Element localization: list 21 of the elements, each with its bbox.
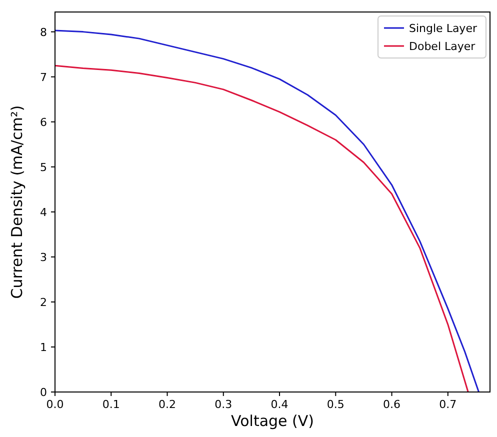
y-tick-label: 3 [40, 250, 47, 264]
x-tick-label: 0.3 [214, 398, 232, 411]
x-tick-label: 0.2 [158, 398, 176, 411]
y-tick-label: 1 [40, 340, 47, 354]
x-tick-label: 0.5 [326, 398, 344, 411]
y-tick-label: 8 [40, 26, 47, 39]
x-axis-title: Voltage (V) [231, 412, 314, 430]
legend-label: Single Layer [409, 22, 478, 35]
legend-label: Dobel Layer [409, 40, 476, 53]
y-tick-label: 2 [40, 296, 47, 309]
x-tick-label: 0.0 [46, 398, 64, 411]
y-tick-label: 0 [40, 386, 47, 399]
y-tick-label: 4 [40, 206, 47, 219]
x-tick-label: 0.6 [383, 398, 401, 411]
y-axis-title: Current Density (mA/cm²) [8, 105, 26, 299]
x-tick-label: 0.4 [270, 398, 288, 411]
y-tick-label: 5 [40, 160, 47, 174]
x-tick-label: 0.7 [439, 398, 457, 411]
y-tick-label: 7 [40, 70, 47, 84]
x-tick-label: 0.1 [102, 398, 120, 411]
y-tick-label: 6 [40, 116, 47, 129]
